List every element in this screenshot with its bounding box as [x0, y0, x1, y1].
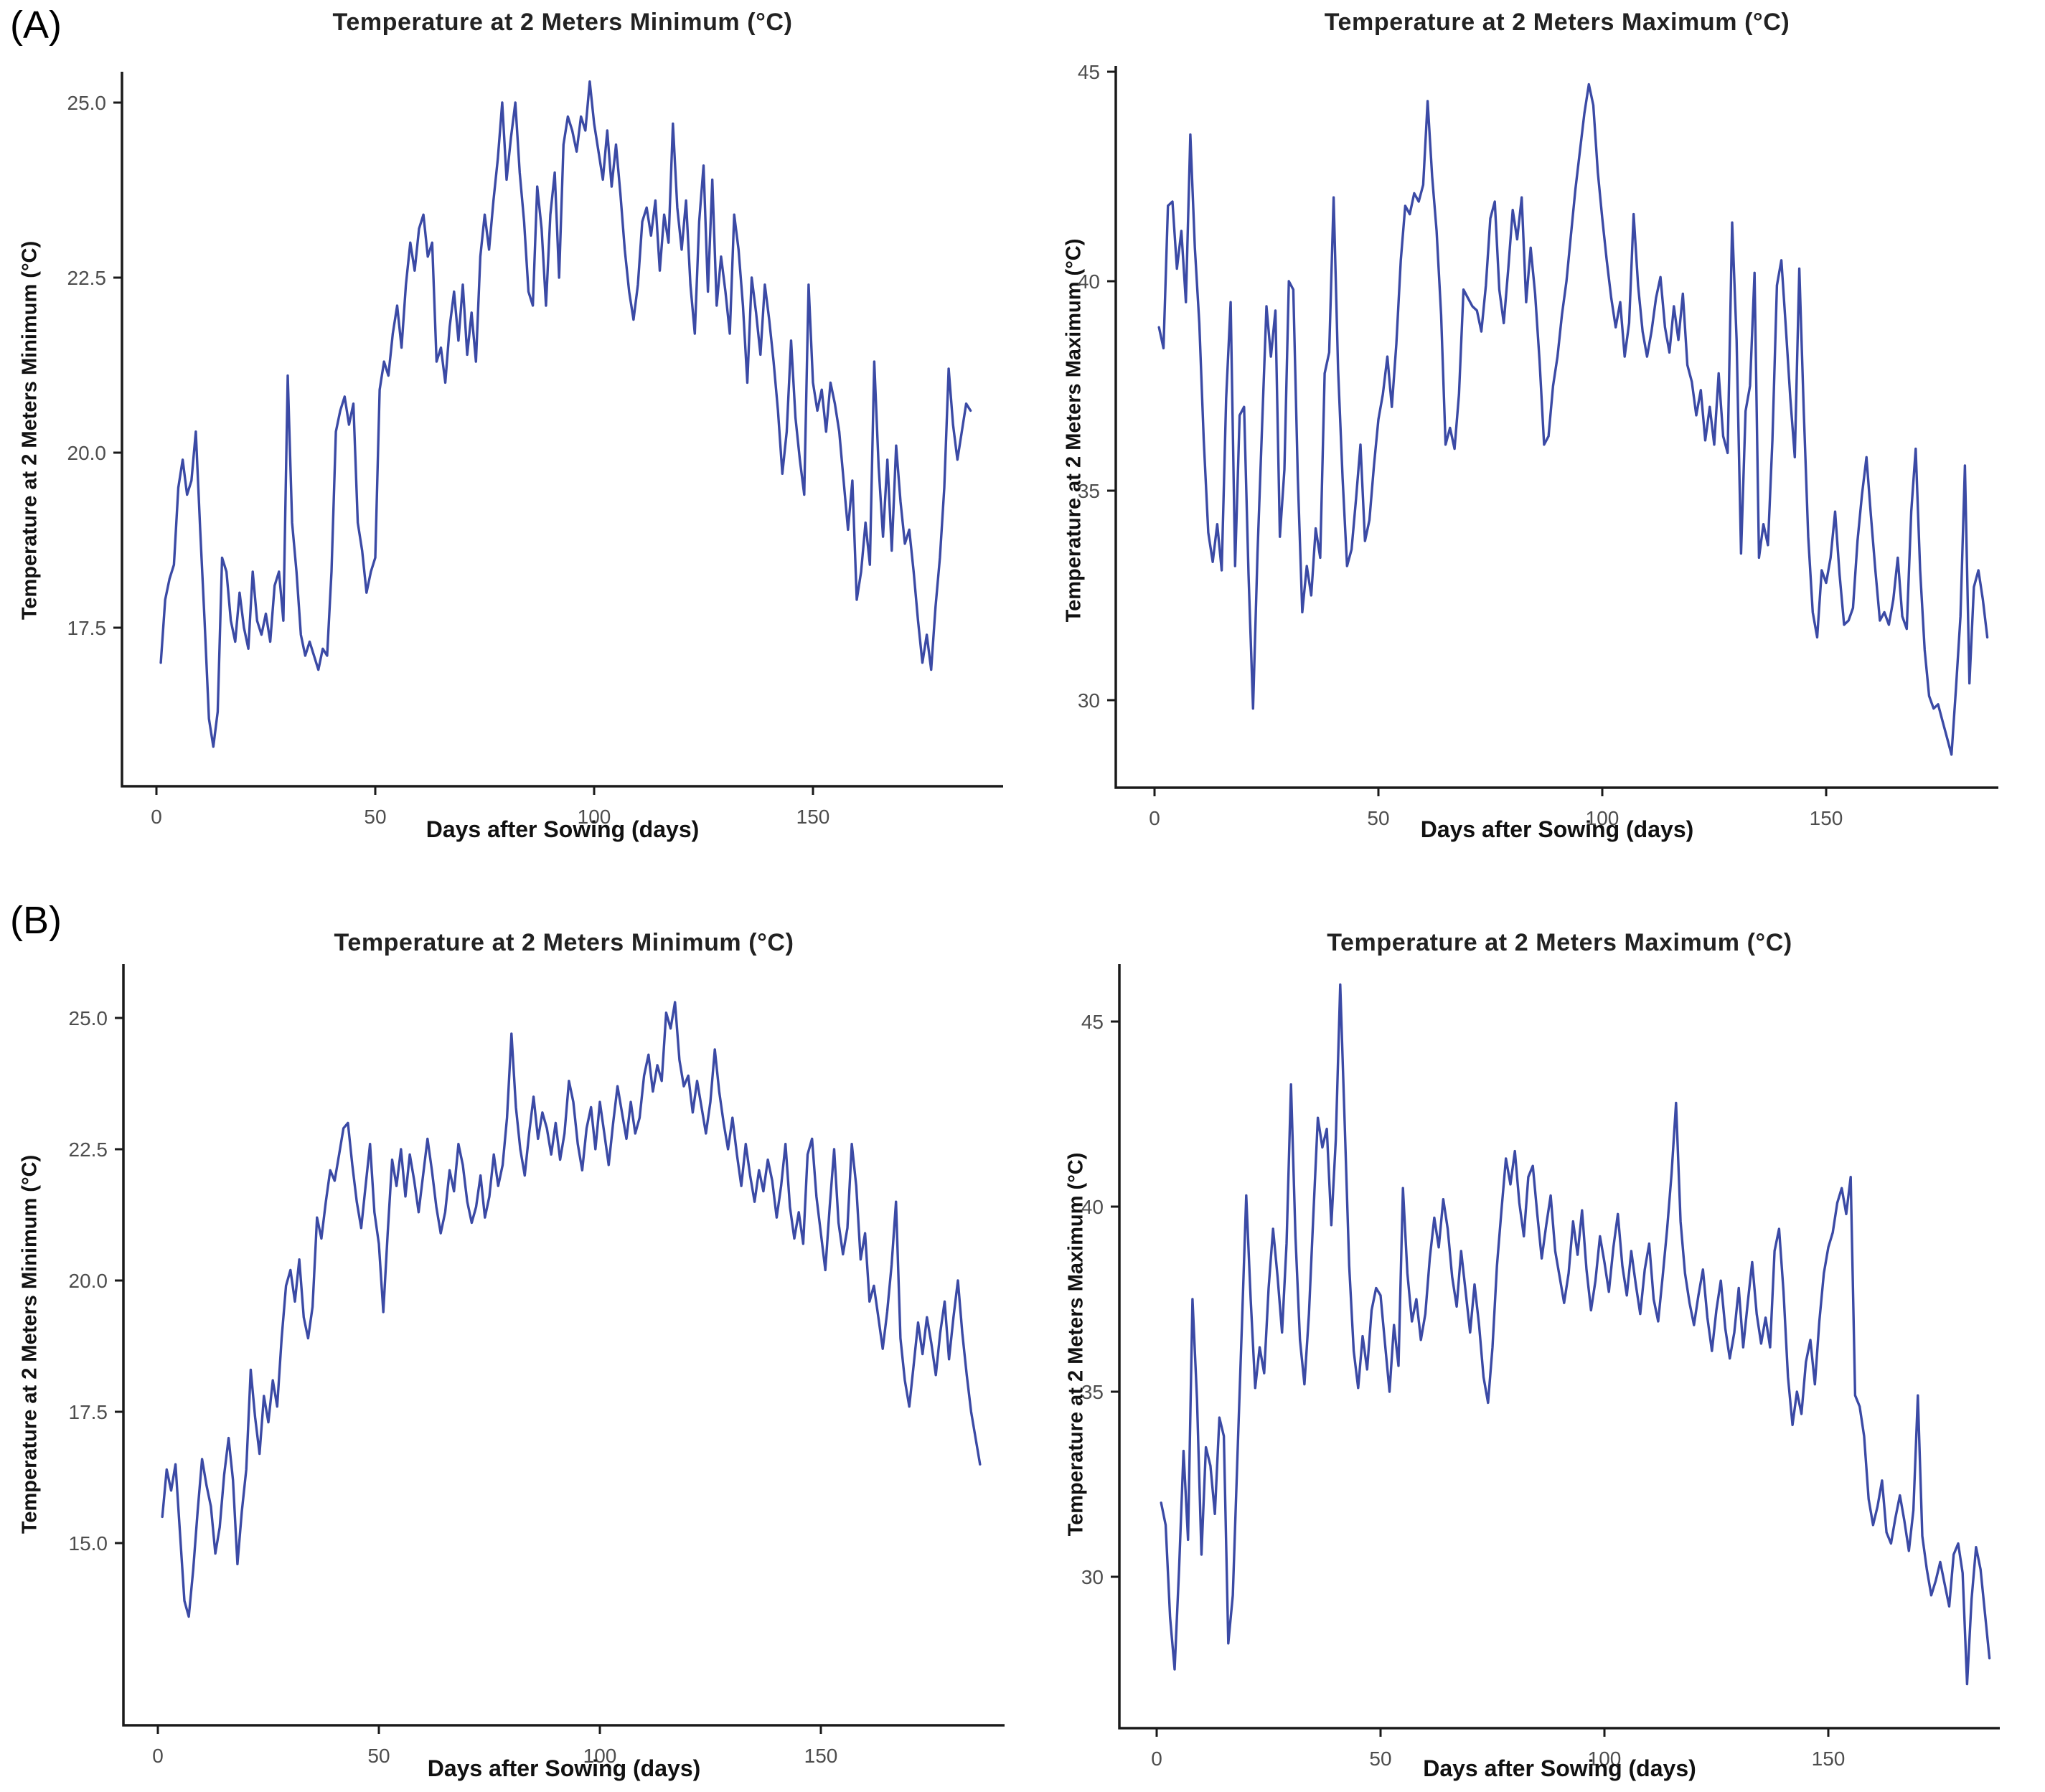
temperature-series-line	[1157, 82, 1989, 756]
y-tick-label: 40	[1078, 270, 1100, 293]
y-tick-label: 17.5	[67, 617, 107, 639]
chart-b-max: Temperature at 2 Meters Maximum (°C) Tem…	[1022, 896, 2045, 1792]
y-tick-label: 17.5	[69, 1401, 108, 1423]
y-tick-label: 45	[1081, 1011, 1104, 1033]
axis-lines	[1118, 964, 2000, 1730]
chart-title: Temperature at 2 Meters Maximum (°C)	[1327, 929, 1792, 956]
x-axis-label: Days after Sowing (days)	[427, 1755, 701, 1781]
y-tick-label: 20.0	[69, 1270, 108, 1292]
temperature-series-line	[159, 80, 972, 748]
x-tick-label: 0	[1149, 807, 1160, 829]
y-tick-label: 30	[1078, 689, 1100, 712]
y-tick-label: 22.5	[69, 1138, 108, 1161]
line-plot: 0 50 100 150 45 40 35 30	[1081, 964, 2000, 1770]
line-plot: 0 50 100 150 25.0 22.5 20.0 17.5	[67, 72, 1003, 828]
x-tick-label: 0	[1151, 1748, 1162, 1770]
x-axis-label: Days after Sowing (days)	[1420, 816, 1694, 842]
chart-a-max: Temperature at 2 Meters Maximum (°C) Tem…	[1022, 0, 2045, 896]
chart-title: Temperature at 2 Meters Maximum (°C)	[1324, 9, 1790, 36]
y-tick-label: 35	[1081, 1381, 1104, 1403]
x-tick-label: 100	[1588, 1748, 1622, 1770]
x-tick-label: 50	[1367, 807, 1389, 829]
panel-label-b: (B)	[10, 899, 62, 942]
x-tick-label: 50	[1369, 1748, 1391, 1770]
chart-b-min: Temperature at 2 Meters Minimum (°C) Tem…	[0, 896, 1022, 1792]
y-tick-label: 45	[1078, 61, 1100, 83]
axis-lines	[1114, 66, 1998, 789]
y-tick-label: 15.0	[69, 1532, 108, 1555]
x-tick-label: 50	[367, 1745, 390, 1767]
y-tick-label: 20.0	[67, 442, 107, 464]
x-tick-label: 100	[1586, 807, 1619, 829]
x-tick-label: 150	[1812, 1748, 1846, 1770]
x-tick-label: 150	[1810, 807, 1843, 829]
x-tick-label: 50	[364, 806, 386, 828]
x-tick-label: 150	[804, 1745, 838, 1767]
y-tick-label: 30	[1081, 1566, 1104, 1588]
x-tick-label: 0	[152, 1745, 164, 1767]
x-tick-label: 100	[578, 806, 611, 828]
x-axis-label: Days after Sowing (days)	[1423, 1755, 1696, 1781]
y-tick-label: 25.0	[67, 92, 107, 114]
x-axis-label: Days after Sowing (days)	[426, 816, 700, 842]
chart-title: Temperature at 2 Meters Minimum (°C)	[332, 9, 793, 36]
y-tick-label: 25.0	[69, 1007, 108, 1029]
chart-title: Temperature at 2 Meters Minimum (°C)	[334, 929, 794, 956]
axis-lines	[121, 72, 1003, 788]
y-tick-label: 35	[1078, 480, 1100, 502]
chart-a-min: Temperature at 2 Meters Minimum (°C) Tem…	[0, 0, 1022, 896]
y-tick-label: 40	[1081, 1196, 1104, 1218]
x-tick-label: 150	[796, 806, 830, 828]
x-tick-label: 0	[151, 806, 162, 828]
temperature-series-line	[161, 1001, 982, 1618]
x-tick-label: 100	[583, 1745, 617, 1767]
line-plot: 0 50 100 150 45 40 35 30	[1078, 61, 1998, 829]
panel-label-a: (A)	[10, 4, 62, 47]
temperature-series-line	[1160, 983, 1991, 1686]
line-plot: 0 50 100 150 25.0 22.5 20.0 17.5 15.0	[69, 964, 1005, 1767]
axis-lines	[122, 964, 1005, 1727]
y-tick-label: 22.5	[67, 267, 107, 289]
